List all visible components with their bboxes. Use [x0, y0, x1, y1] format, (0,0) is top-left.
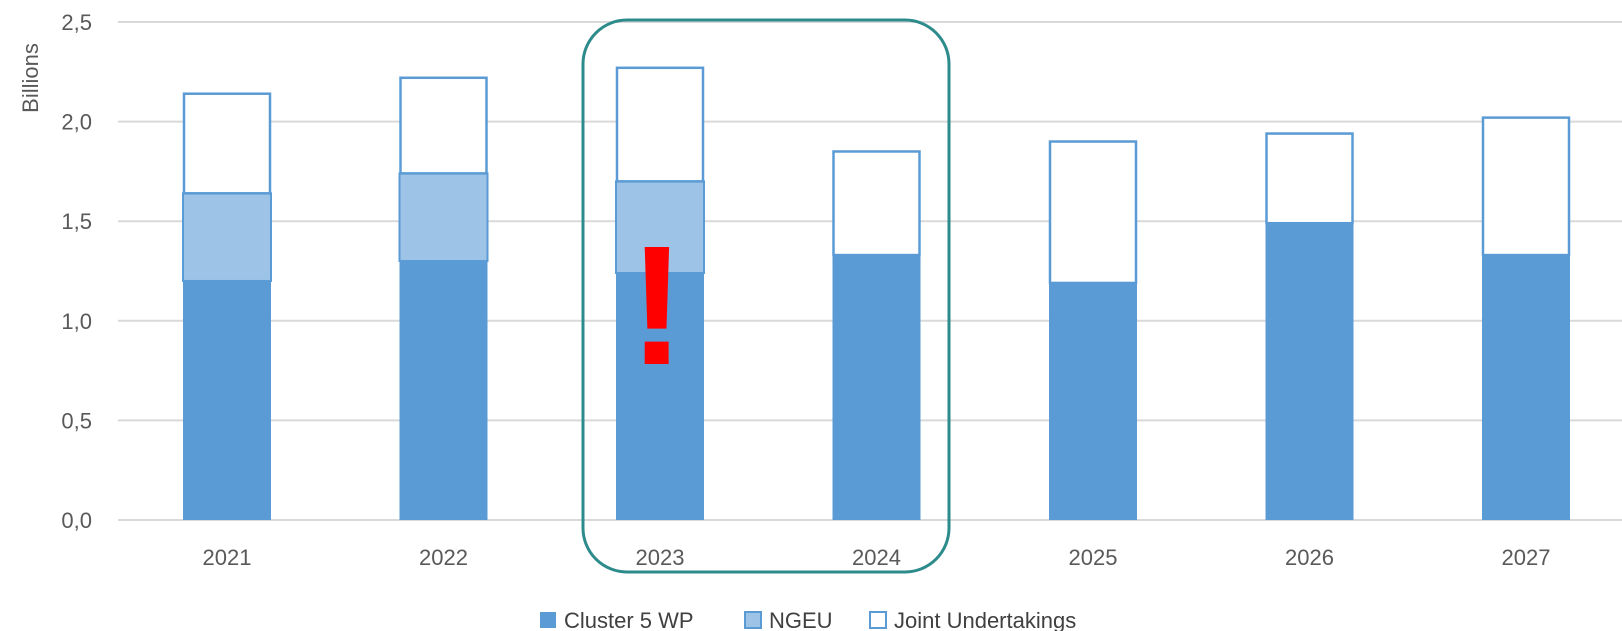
x-tick-label: 2026 — [1285, 545, 1334, 570]
exclamation-annotation: ! — [629, 211, 686, 401]
bar-joint-undertakings-2025 — [1048, 140, 1138, 285]
x-tick-label: 2025 — [1069, 545, 1118, 570]
x-tick-label: 2021 — [203, 545, 252, 570]
legend-label: Cluster 5 WP — [564, 608, 694, 631]
y-axis-ticks: 0,0 0,5 1,0 1,5 2,0 2,5 — [61, 10, 92, 533]
y-tick-label: 0,5 — [61, 408, 92, 433]
legend-label: NGEU — [769, 608, 833, 631]
x-tick-label: 2023 — [636, 545, 685, 570]
bar-cluster-5-wp-2026 — [1265, 223, 1354, 520]
bar-joint-undertakings-2027 — [1481, 116, 1571, 257]
bar-cluster-5-wp-2025 — [1049, 282, 1137, 520]
bar-cluster-5-wp-2021 — [183, 280, 271, 520]
highlight-box — [581, 18, 951, 574]
bar-joint-undertakings-2024 — [832, 150, 921, 257]
y-tick-label: 2,5 — [61, 10, 92, 35]
bar-ngeu-2022 — [398, 172, 489, 263]
bar-joint-undertakings-2023 — [615, 66, 705, 183]
bar-cluster-5-wp-2027 — [1482, 255, 1570, 520]
y-tick-label: 0,0 — [61, 508, 92, 533]
bars — [182, 66, 1571, 520]
y-tick-label: 1,5 — [61, 209, 92, 234]
bar-joint-undertakings-2022 — [399, 76, 488, 175]
legend-swatch — [540, 612, 556, 628]
bar-joint-undertakings-2021 — [182, 92, 272, 195]
legend-swatch — [869, 611, 887, 629]
x-axis-ticks: 2021 2022 2023 2024 2025 2026 2027 — [203, 545, 1551, 570]
bar-cluster-5-wp-2023 — [616, 272, 704, 520]
x-tick-label: 2027 — [1502, 545, 1551, 570]
bar-cluster-5-wp-2024 — [832, 255, 921, 520]
y-tick-label: 2,0 — [61, 110, 92, 135]
bar-joint-undertakings-2026 — [1265, 132, 1354, 225]
bar-cluster-5-wp-2022 — [399, 261, 488, 520]
legend: Cluster 5 WP NGEU Joint Undertakings — [540, 608, 1076, 631]
bar-ngeu-2021 — [182, 192, 272, 282]
x-tick-label: 2022 — [419, 545, 468, 570]
legend-swatch — [744, 611, 762, 629]
y-tick-label: 1,0 — [61, 309, 92, 334]
legend-label: Joint Undertakings — [894, 608, 1076, 631]
x-tick-label: 2024 — [852, 545, 901, 570]
y-axis-label: Billions — [18, 43, 43, 113]
